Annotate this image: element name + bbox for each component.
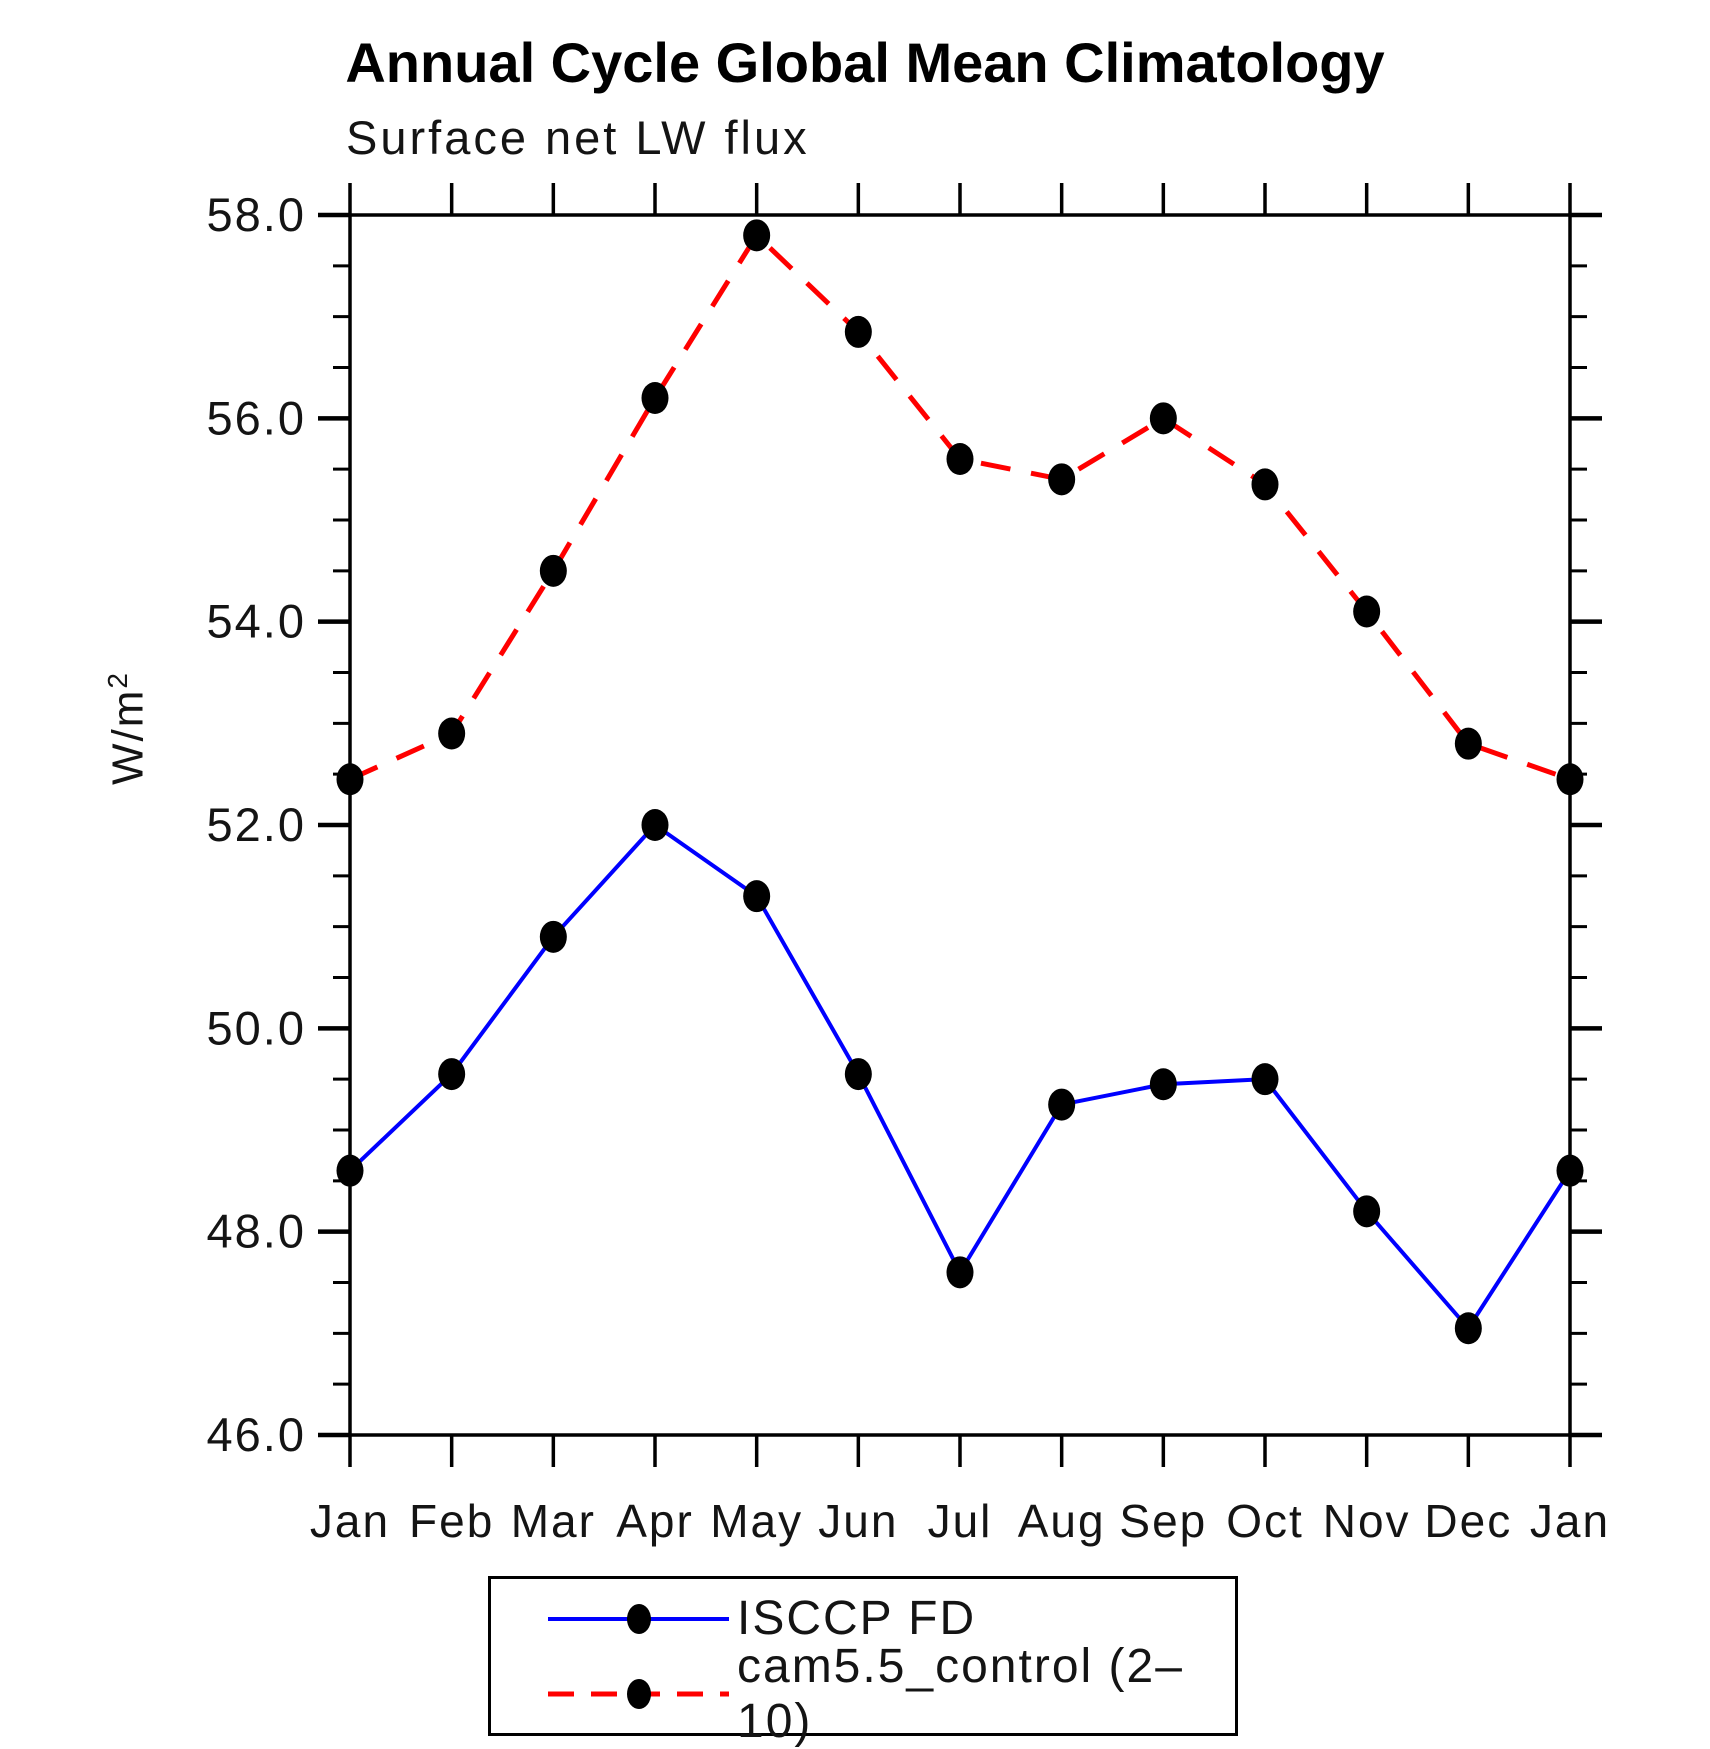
data-point-marker xyxy=(641,809,669,841)
legend-sample-cam-line xyxy=(548,1678,729,1709)
x-tick-label: Jan xyxy=(310,1495,390,1547)
x-axis-ticks: Jan Feb Mar Apr May Jun Jul Aug Sep Oct Nov Dec Jan xyxy=(310,183,1610,1547)
series-line xyxy=(348,823,1572,1331)
data-point-marker xyxy=(1556,1154,1584,1187)
series-line xyxy=(348,232,1571,782)
x-tick-label: Jul xyxy=(928,1495,993,1547)
plot-frame xyxy=(348,213,1572,1437)
data-point-marker xyxy=(1251,1063,1279,1096)
legend-label-cam: cam5.5_control (2–10) xyxy=(737,1639,1184,1748)
legend-label-isccp: ISCCP FD xyxy=(737,1592,977,1645)
y-tick-label: 46.0 xyxy=(207,1408,306,1461)
x-tick-label: Jan xyxy=(1530,1495,1610,1547)
legend-entry-cam: cam5.5_control (2–10) xyxy=(546,1640,1235,1748)
y-axis-label-exponent: 2 xyxy=(102,671,133,689)
data-point-marker xyxy=(1048,463,1076,496)
y-tick-label: 50.0 xyxy=(207,1001,306,1054)
x-tick-label: Sep xyxy=(1119,1495,1207,1547)
x-tick-label: Oct xyxy=(1226,1495,1304,1547)
data-point-marker xyxy=(844,315,872,348)
x-tick-label: Mar xyxy=(511,1495,596,1547)
y-tick-label: 48.0 xyxy=(207,1205,306,1258)
data-point-marker xyxy=(438,717,466,750)
y-tick-label: 54.0 xyxy=(207,595,306,648)
chart-subtitle: Surface net LW flux xyxy=(346,111,810,164)
series-isccp xyxy=(336,809,1584,1345)
x-tick-label: Jun xyxy=(818,1495,898,1547)
x-tick-label: Feb xyxy=(409,1495,494,1547)
data-point-marker xyxy=(1556,763,1584,796)
x-tick-label: Aug xyxy=(1018,1495,1106,1547)
legend-entry-isccp: ISCCP FD xyxy=(546,1587,1235,1651)
x-tick-label: Nov xyxy=(1323,1495,1411,1547)
y-axis-ticks: 46.0 48.0 50.0 52.0 54.0 56.0 58.0 xyxy=(207,188,1602,1461)
data-point-marker xyxy=(641,382,669,414)
x-tick-label: Apr xyxy=(616,1495,694,1547)
data-point-marker xyxy=(1251,468,1279,501)
data-point-marker xyxy=(1454,727,1482,760)
y-tick-label: 56.0 xyxy=(207,391,306,444)
legend-sample-isccp-line xyxy=(548,1603,729,1634)
x-tick-label: Dec xyxy=(1424,1495,1512,1547)
chart-title: Annual Cycle Global Mean Climatology xyxy=(345,31,1385,94)
data-point-marker xyxy=(844,1058,872,1091)
data-point-marker xyxy=(1149,402,1177,435)
y-axis-label: W/m2 xyxy=(102,618,154,838)
legend-box: ISCCP FD cam5.5_control (2–10) xyxy=(488,1576,1238,1748)
y-tick-label: 58.0 xyxy=(207,188,306,241)
data-point-marker xyxy=(539,920,567,953)
data-point-marker xyxy=(1149,1068,1177,1101)
x-tick-label: May xyxy=(710,1495,803,1547)
data-point-marker xyxy=(1353,1195,1381,1228)
data-point-marker xyxy=(336,763,364,796)
data-point-marker xyxy=(1048,1088,1076,1121)
data-point-marker xyxy=(336,1154,364,1187)
data-point-marker xyxy=(743,219,771,252)
y-axis-label-base: W/m xyxy=(103,688,153,785)
data-point-marker xyxy=(438,1058,466,1091)
data-point-marker xyxy=(743,880,771,913)
y-tick-label: 52.0 xyxy=(207,798,306,851)
data-point-marker xyxy=(539,554,567,587)
data-point-marker xyxy=(1454,1312,1482,1345)
data-point-marker xyxy=(1353,595,1381,628)
series-cam xyxy=(336,219,1584,796)
data-point-marker xyxy=(946,443,974,475)
data-point-marker xyxy=(946,1256,974,1289)
